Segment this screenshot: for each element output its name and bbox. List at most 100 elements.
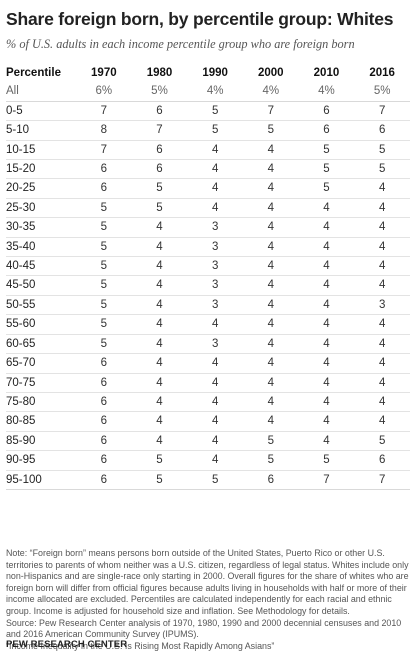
chart-subtitle: % of U.S. adults in each income percenti… <box>6 37 355 51</box>
column-header: 2016 <box>369 67 395 79</box>
cell-value: 5 <box>76 217 132 238</box>
cell-value: 6 <box>131 140 188 161</box>
cell-value: 6 <box>76 159 132 180</box>
cell-value: 7 <box>354 101 410 122</box>
cell-value: 5 <box>242 431 299 452</box>
cell-value: 4 <box>298 198 355 219</box>
cell-value: 4 <box>131 392 188 413</box>
cell-value: 4 <box>131 256 188 277</box>
all-row-value: 4% <box>187 82 243 102</box>
cell-value: 6 <box>354 120 410 141</box>
cell-value: 4 <box>131 295 188 316</box>
cell-value: 6 <box>354 450 410 471</box>
column-header: 1990 <box>202 67 228 79</box>
row-label: 45-50 <box>6 275 76 296</box>
cell-value: 4 <box>131 275 188 296</box>
cell-value: 4 <box>354 334 410 355</box>
cell-value: 7 <box>76 101 132 122</box>
note-text: Note: “Foreign born” means persons born … <box>6 548 409 616</box>
cell-value: 5 <box>76 275 132 296</box>
cell-value: 4 <box>354 275 410 296</box>
row-label: 55-60 <box>6 314 76 335</box>
cell-value: 5 <box>354 431 410 452</box>
cell-value: 7 <box>354 470 410 490</box>
cell-value: 4 <box>298 275 355 296</box>
cell-value: 4 <box>187 431 243 452</box>
table-row: 60-65 5 4 3 4 4 4 <box>6 334 410 355</box>
cell-value: 4 <box>354 198 410 219</box>
all-row-value: 4% <box>242 82 299 102</box>
cell-value: 4 <box>187 178 243 199</box>
cell-value: 6 <box>76 450 132 471</box>
cell-value: 4 <box>187 353 243 374</box>
cell-value: 4 <box>354 178 410 199</box>
table-row: 15-20 6 6 4 4 5 5 <box>6 159 410 180</box>
cell-value: 3 <box>187 295 243 316</box>
all-row-value: 4% <box>298 82 355 102</box>
cell-value: 4 <box>354 373 410 393</box>
cell-value: 4 <box>242 217 299 238</box>
cell-value: 4 <box>131 217 188 238</box>
cell-value: 6 <box>242 470 299 490</box>
cell-value: 4 <box>187 314 243 335</box>
cell-value: 4 <box>354 217 410 238</box>
chart-title: Share foreign born, by percentile group:… <box>6 9 394 29</box>
cell-value: 4 <box>187 392 243 413</box>
column-header: 2010 <box>313 67 340 79</box>
cell-value: 4 <box>354 256 410 277</box>
cell-value: 3 <box>187 256 243 277</box>
cell-value: 5 <box>242 120 299 141</box>
cell-value: 4 <box>354 392 410 413</box>
cell-value: 3 <box>187 217 243 238</box>
cell-value: 5 <box>298 159 355 180</box>
cell-value: 3 <box>187 334 243 355</box>
cell-value: 6 <box>76 392 132 413</box>
cell-value: 3 <box>354 295 410 316</box>
cell-value: 5 <box>131 470 188 490</box>
cell-value: 4 <box>298 237 355 258</box>
row-label: 20-25 <box>6 178 76 199</box>
cell-value: 4 <box>131 353 188 374</box>
cell-value: 4 <box>298 217 355 238</box>
cell-value: 4 <box>131 237 188 258</box>
cell-value: 4 <box>298 373 355 393</box>
table-row: 50-55 5 4 3 4 4 3 <box>6 295 410 316</box>
notes-block: Note: “Foreign born” means persons born … <box>6 548 412 652</box>
row-label: 70-75 <box>6 373 76 393</box>
cell-value: 5 <box>298 178 355 199</box>
cell-value: 6 <box>76 470 132 490</box>
row-label: 80-85 <box>6 411 76 432</box>
cell-value: 4 <box>131 373 188 393</box>
table-row: 10-15 7 6 4 4 5 5 <box>6 140 410 161</box>
cell-value: 6 <box>76 431 132 452</box>
row-label: 5-10 <box>6 120 76 141</box>
footer-logo-text: PEW RESEARCH CENTER <box>6 639 128 650</box>
cell-value: 4 <box>187 159 243 180</box>
table-row: 65-70 6 4 4 4 4 4 <box>6 353 410 374</box>
cell-value: 6 <box>76 353 132 374</box>
cell-value: 4 <box>354 314 410 335</box>
row-label: 25-30 <box>6 198 76 219</box>
table-row: 25-30 5 5 4 4 4 4 <box>6 198 410 219</box>
cell-value: 6 <box>298 101 355 122</box>
row-label: 90-95 <box>6 450 76 471</box>
cell-value: 4 <box>242 256 299 277</box>
cell-value: 5 <box>187 470 243 490</box>
cell-value: 4 <box>242 237 299 258</box>
cell-value: 4 <box>242 178 299 199</box>
table-row: 20-25 6 5 4 4 5 4 <box>6 178 410 199</box>
table-row: 45-50 5 4 3 4 4 4 <box>6 275 410 296</box>
row-label: 10-15 <box>6 140 76 161</box>
table-row: 95-100 6 5 5 6 7 7 <box>6 470 410 490</box>
row-label: 65-70 <box>6 353 76 374</box>
table-row: 80-85 6 4 4 4 4 4 <box>6 411 410 432</box>
all-row-value: 5% <box>131 82 188 102</box>
cell-value: 5 <box>354 159 410 180</box>
report-title: “Income Inequality in the U.S. Is Rising… <box>6 640 275 651</box>
cell-value: 4 <box>298 334 355 355</box>
all-row: All 6% 5% 4% 4% 4% 5% <box>6 82 410 102</box>
cell-value: 5 <box>76 237 132 258</box>
cell-value: 5 <box>298 140 355 161</box>
cell-value: 4 <box>298 392 355 413</box>
